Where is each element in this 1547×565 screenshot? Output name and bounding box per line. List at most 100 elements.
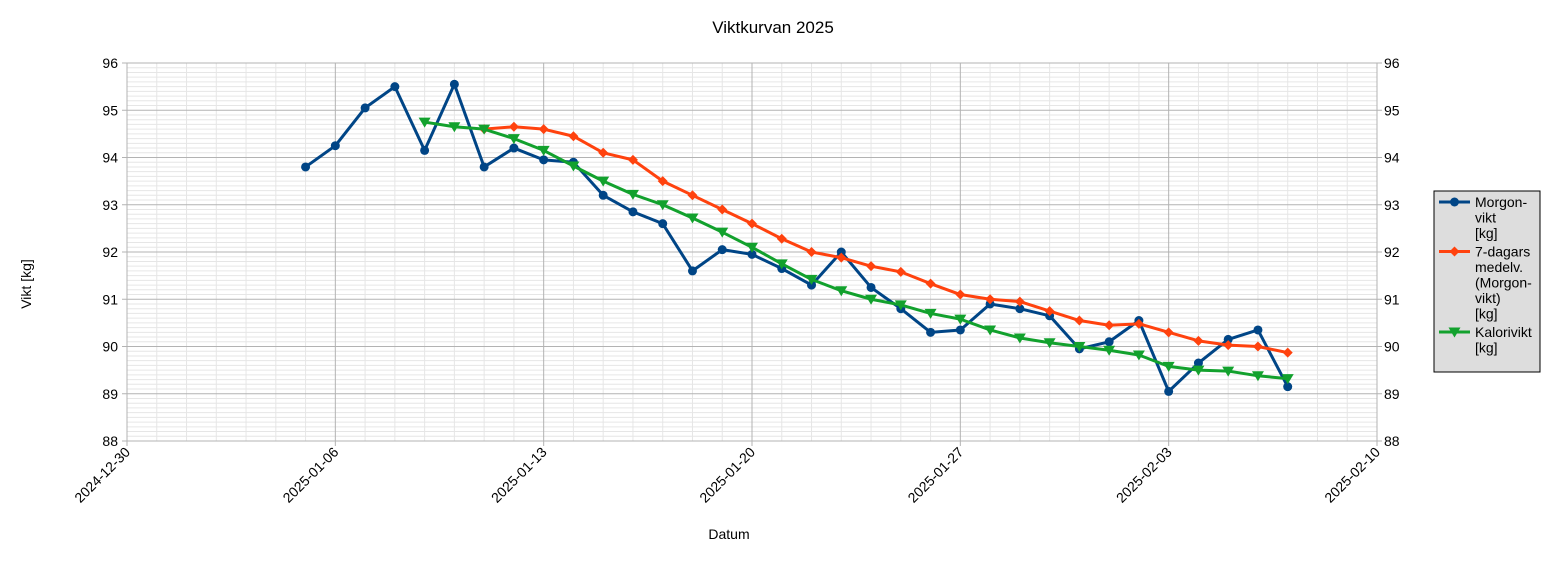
data-point xyxy=(1282,347,1293,358)
data-point xyxy=(1043,338,1056,349)
y2-tick-label: 90 xyxy=(1384,339,1400,355)
data-point xyxy=(1015,304,1025,314)
data-point xyxy=(1192,365,1205,376)
data-point xyxy=(775,259,788,270)
legend-box xyxy=(1433,190,1541,373)
y-tick-label: 92 xyxy=(102,244,118,260)
data-point xyxy=(865,294,878,305)
data-point xyxy=(1223,340,1234,351)
legend: Morgon-vikt [kg]7-dagars medelv. (Morgon-vi… xyxy=(1433,190,1541,373)
y2-tick-label: 95 xyxy=(1384,102,1400,118)
data-point xyxy=(537,145,550,156)
y-tick-label: 91 xyxy=(102,291,118,307)
legend-entry-line: Morgon- xyxy=(1475,194,1527,210)
data-point xyxy=(507,134,520,145)
data-point xyxy=(716,227,729,238)
legend-entry-line: (Morgon- xyxy=(1475,275,1532,291)
legend-entry-line: [kg] xyxy=(1475,306,1498,322)
data-point xyxy=(955,289,966,300)
data-point xyxy=(894,300,907,311)
data-point xyxy=(656,200,669,211)
data-point xyxy=(478,124,491,135)
data-point xyxy=(1251,371,1264,382)
data-point xyxy=(807,280,817,290)
data-point xyxy=(836,247,846,257)
data-point xyxy=(1163,327,1174,338)
y2-tick-label: 93 xyxy=(1384,197,1400,213)
data-point xyxy=(717,204,728,215)
data-point xyxy=(1103,345,1116,356)
data-point xyxy=(301,162,311,172)
data-point xyxy=(1253,325,1263,335)
x-tick-label: 2025-01-06 xyxy=(279,444,341,506)
y2-tick-label: 88 xyxy=(1384,433,1400,449)
data-point xyxy=(626,189,639,200)
data-point xyxy=(1223,334,1233,344)
data-point xyxy=(1448,327,1461,338)
data-point xyxy=(805,274,818,285)
data-point xyxy=(420,145,430,155)
data-point xyxy=(1449,246,1460,257)
data-point xyxy=(598,190,608,200)
data-point xyxy=(1283,382,1293,392)
x-tick-label: 2025-02-03 xyxy=(1113,444,1175,506)
data-point xyxy=(658,219,668,229)
series-group xyxy=(301,79,1294,396)
data-point xyxy=(539,155,549,165)
series-line xyxy=(304,82,1290,393)
data-point xyxy=(866,282,876,292)
chart-title: Viktkurvan 2025 xyxy=(712,18,834,37)
data-point xyxy=(627,154,638,165)
data-point xyxy=(776,233,787,244)
y-tick-label: 90 xyxy=(102,339,118,355)
series-2 xyxy=(479,121,1293,358)
data-point xyxy=(1193,358,1203,368)
data-point xyxy=(448,122,461,133)
data-point xyxy=(1222,366,1235,377)
data-point xyxy=(1133,318,1144,329)
x-tick-label: 2025-01-27 xyxy=(904,444,966,506)
data-point xyxy=(687,190,698,201)
data-point xyxy=(330,141,340,151)
y2-tick-label: 96 xyxy=(1384,55,1400,71)
data-point xyxy=(628,207,638,217)
legend-entry-line: vikt xyxy=(1475,210,1496,226)
x-tick-label: 2025-02-10 xyxy=(1321,444,1383,506)
data-point xyxy=(1104,337,1114,347)
data-point xyxy=(1104,320,1115,331)
legend-entry-line: vikt) xyxy=(1475,290,1501,306)
y2-tick-label: 94 xyxy=(1384,150,1400,166)
data-point xyxy=(1044,306,1055,317)
data-point xyxy=(895,266,906,277)
data-point xyxy=(926,327,936,337)
legend-entry: Morgon-vikt [kg] xyxy=(1475,194,1527,241)
data-point xyxy=(1193,335,1204,346)
data-point xyxy=(449,79,459,89)
data-point xyxy=(806,247,817,257)
y-tick-label: 93 xyxy=(102,197,118,213)
data-point xyxy=(597,176,610,187)
data-point xyxy=(1450,197,1459,207)
data-point xyxy=(598,147,609,158)
y2-tick-label: 89 xyxy=(1384,386,1400,402)
data-point xyxy=(657,176,668,187)
data-point xyxy=(984,325,997,336)
y2-tick-label: 91 xyxy=(1384,291,1400,307)
x-tick-label: 2025-01-20 xyxy=(696,444,758,506)
data-point xyxy=(1074,315,1085,326)
data-point xyxy=(746,242,758,253)
y-tick-label: 89 xyxy=(102,386,118,402)
y-tick-label: 95 xyxy=(102,102,118,118)
data-point xyxy=(509,143,519,153)
data-point xyxy=(568,131,579,142)
series-line xyxy=(424,120,1288,381)
data-point xyxy=(1014,296,1025,307)
series-line xyxy=(484,125,1289,355)
data-point xyxy=(686,213,699,224)
x-tick-label: 2025-01-13 xyxy=(488,444,550,506)
data-point xyxy=(1013,333,1026,344)
data-point xyxy=(360,103,370,113)
data-point xyxy=(567,161,580,172)
data-point xyxy=(418,117,431,128)
